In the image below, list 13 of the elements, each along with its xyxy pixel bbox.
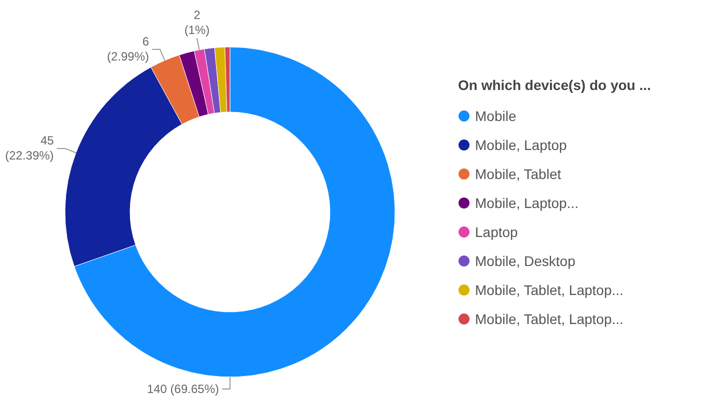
data-label: 6 (2.99%) [107,34,150,64]
data-label: 45 (22.39%) [5,133,54,162]
legend-label: Mobile, Laptop [475,137,568,153]
legend-label: Mobile, Tablet, Laptop... [475,311,624,327]
legend-label: Laptop [475,224,518,240]
data-label: 2 (1%) [184,8,210,38]
legend-title: On which device(s) do you ... [458,77,651,93]
legend-label: Mobile, Tablet [475,166,562,182]
legend-label: Mobile, Tablet, Laptop... [475,282,624,298]
legend-label: Mobile, Laptop... [475,195,579,211]
data-label: 140 (69.65%) [146,382,220,396]
legend-label: Mobile, Desktop [475,253,576,269]
legend-label: Mobile [475,108,516,124]
